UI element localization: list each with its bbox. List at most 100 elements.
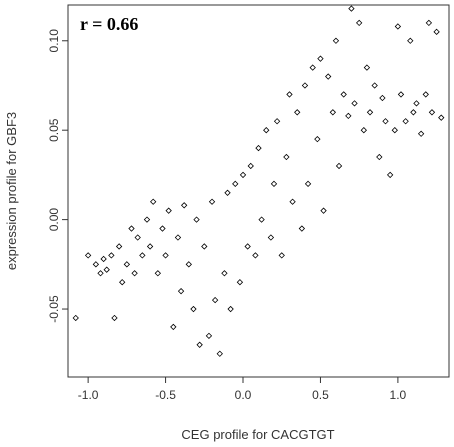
data-point (97, 270, 104, 277)
data-point (150, 198, 157, 205)
data-point (325, 73, 332, 80)
data-points (72, 5, 445, 357)
data-point (193, 216, 200, 223)
data-point (196, 341, 203, 348)
data-point (298, 225, 306, 232)
data-point (413, 100, 420, 107)
data-point (224, 189, 231, 196)
data-point (438, 114, 445, 121)
x-axis-label: CEG profile for CACGTGT (181, 427, 334, 442)
data-point (270, 180, 278, 188)
data-point (208, 198, 216, 205)
data-point (84, 252, 92, 259)
data-point (244, 243, 251, 250)
data-point (345, 112, 352, 120)
data-point (410, 109, 417, 116)
data-point (363, 64, 371, 71)
y-tick-label: -0.05 (47, 295, 61, 323)
data-point (128, 225, 135, 232)
data-point (258, 216, 265, 223)
data-point (123, 261, 131, 268)
data-point (174, 234, 182, 241)
data-point (376, 153, 383, 161)
data-point (252, 252, 259, 259)
data-point (103, 266, 110, 273)
data-point (108, 252, 115, 259)
data-point (185, 261, 192, 268)
data-point (422, 91, 429, 98)
data-point (170, 323, 177, 331)
data-point (239, 171, 247, 179)
data-point (394, 23, 402, 30)
data-point (402, 118, 409, 125)
data-point (332, 37, 340, 44)
x-axis: -1.0 -0.5 0.0 0.5 1.0 (78, 376, 407, 402)
data-point (247, 162, 254, 170)
y-tick-label: 0.00 (47, 208, 61, 232)
y-tick-label: 0.05 (47, 118, 61, 142)
data-point (211, 296, 219, 304)
data-point (417, 130, 425, 137)
y-axis: -0.05 0.00 0.05 0.10 (47, 29, 69, 323)
data-point (111, 314, 118, 322)
data-point (146, 243, 154, 250)
data-point (273, 118, 281, 125)
plot-frame (67, 4, 450, 378)
data-point (335, 162, 343, 170)
data-point (379, 94, 386, 102)
data-point (360, 127, 367, 134)
data-point (386, 171, 394, 179)
data-point (286, 91, 293, 98)
data-point (236, 279, 244, 286)
data-point (407, 37, 414, 44)
data-point (340, 91, 347, 98)
data-point (366, 109, 374, 116)
data-point (100, 255, 107, 263)
data-point (180, 202, 188, 209)
data-point (382, 118, 389, 125)
data-point (433, 28, 440, 35)
data-point (165, 207, 172, 214)
y-tick-label: 0.10 (47, 29, 61, 53)
data-point (371, 82, 378, 89)
y-axis-label: expression profile for GBF3 (4, 112, 19, 270)
data-point (294, 109, 301, 116)
data-point (201, 243, 208, 250)
data-point (351, 100, 358, 107)
data-point (309, 64, 316, 71)
data-point (348, 5, 355, 12)
data-point (177, 287, 185, 295)
data-point (304, 180, 312, 188)
x-tick-label: 0.0 (235, 388, 252, 402)
data-point (263, 127, 270, 134)
data-point (283, 153, 290, 161)
data-point (131, 270, 138, 277)
data-point (159, 225, 166, 232)
data-point (301, 82, 309, 89)
x-tick-label: 1.0 (390, 388, 407, 402)
data-point (320, 207, 327, 214)
data-point (317, 55, 324, 62)
data-point (329, 109, 337, 116)
data-point (289, 198, 296, 205)
data-point (216, 350, 223, 357)
data-point (134, 234, 141, 241)
data-point (115, 243, 123, 250)
data-point (205, 332, 213, 340)
x-tick-label: -0.5 (155, 388, 176, 402)
data-point (428, 109, 436, 116)
data-point (255, 144, 262, 152)
data-point (227, 305, 234, 313)
data-point (221, 270, 228, 277)
data-point (139, 252, 146, 259)
data-point (162, 252, 169, 259)
data-point (232, 180, 239, 188)
data-point (397, 91, 405, 98)
data-point (92, 261, 100, 268)
correlation-annotation: r = 0.66 (80, 14, 138, 34)
data-point (154, 270, 161, 277)
data-point (72, 314, 79, 322)
x-tick-label: -1.0 (78, 388, 99, 402)
x-tick-label: 0.5 (312, 388, 329, 402)
data-point (425, 19, 433, 27)
